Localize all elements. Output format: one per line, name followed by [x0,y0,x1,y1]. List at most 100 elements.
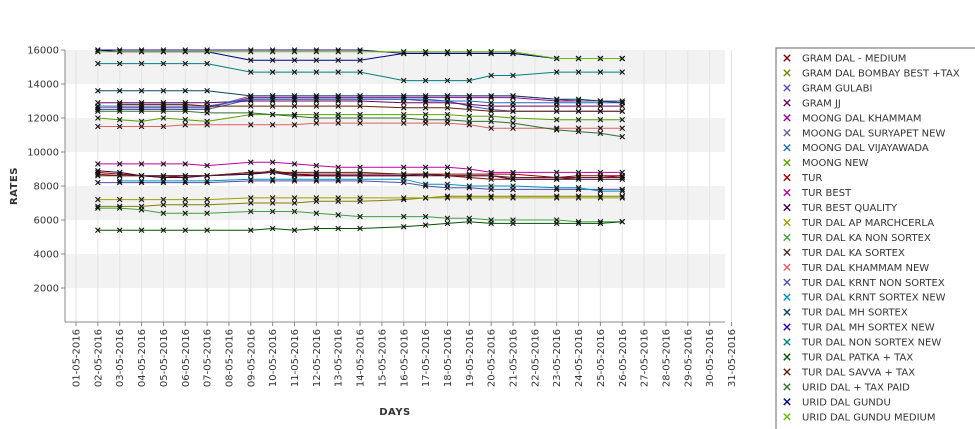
data-point-marker [357,169,363,176]
legend-label: TUR DAL NON SORTEX NEW [801,338,941,349]
legend-item: TUR DAL AP MARCHCERLA [783,218,934,229]
data-point-marker [313,210,320,216]
x-tick-label: 20-05-2016 [487,329,498,387]
legend-label: GRAM DAL BOMBAY BEST +TAX [802,68,960,79]
x-tick-label: 05-05-2016 [159,329,170,387]
data-point-marker [357,176,363,182]
data-point-marker [248,48,254,55]
legend-marker [783,144,791,152]
x-tick-label: 23-05-2016 [552,329,563,387]
data-point-marker [619,108,626,114]
data-point-marker [619,218,626,225]
data-point-marker [95,123,101,130]
data-point-marker [138,207,145,213]
data-point-marker [95,108,101,114]
data-point-marker [269,93,276,99]
data-point-marker [357,103,363,109]
data-point-marker [160,210,167,216]
legend-item: GRAM DAL BOMBAY BEST +TAX [783,68,960,79]
y-axis: 2000 4000 6000 8000 10000 12000 14000 16000 [27,46,66,322]
legend-marker [783,248,791,257]
data-point-marker [269,48,276,55]
data-point-marker [291,57,298,63]
data-point-marker [575,69,582,75]
x-tick-label: 31-05-2016 [727,329,738,387]
data-point-marker [269,69,276,75]
data-point-marker [269,103,276,109]
data-point-marker [597,195,604,201]
legend-label: MOONG DAL SURYAPET NEW [802,128,945,139]
data-point-marker [619,195,626,201]
data-point-marker [400,176,407,182]
data-point-marker [488,195,494,201]
data-point-marker [335,164,341,171]
data-point-marker [160,101,167,108]
x-tick-label: 13-05-2016 [334,329,345,387]
series-line [95,159,626,176]
data-point-marker [400,171,407,177]
data-point-marker [313,162,320,169]
legend-item: GRAM JJ [783,98,841,109]
legend-label: TUR DAL SAVVA + TAX [801,367,915,378]
data-point-marker [510,108,516,114]
data-point-marker [313,169,320,176]
data-point-marker [466,218,473,225]
data-point-marker [597,69,604,75]
data-point-marker [466,118,473,125]
legend-item: TUR DAL SAVVA + TAX [783,367,915,378]
data-point-marker [95,88,101,94]
data-point-marker [400,93,407,99]
data-point-marker [248,195,254,201]
data-point-marker [291,169,298,176]
legend-box [775,47,975,429]
data-point-marker [160,60,167,67]
data-point-marker [422,164,429,171]
series-path [97,161,623,173]
data-point-marker [269,195,276,201]
data-point-marker [291,93,298,99]
data-point-marker [116,227,123,233]
data-point-marker [575,195,582,201]
data-point-marker [357,213,363,220]
data-point-marker [160,201,167,208]
series-path [97,207,623,223]
data-point-marker [204,227,210,233]
data-point-marker [400,224,407,230]
data-point-marker [575,108,582,114]
legend-label: TUR DAL MH SORTEX NEW [801,323,935,334]
data-point-marker [575,128,582,135]
data-point-marker [138,178,145,184]
legend-label: TUR DAL KHAMMAM NEW [801,263,929,274]
legend-label: MOONG NEW [802,158,869,169]
data-point-marker [466,93,473,99]
data-point-marker [619,55,626,62]
x-tick-label: 16-05-2016 [399,329,410,387]
data-point-marker [160,123,167,130]
x-tick-label: 11-05-2016 [290,329,301,387]
data-point-marker [400,195,407,201]
data-point-marker [444,116,451,123]
data-point-marker [597,174,604,181]
data-point-marker [553,195,560,201]
data-point-marker [138,60,145,67]
data-point-marker [160,161,167,167]
data-point-marker [116,161,123,167]
data-point-marker [510,93,516,99]
y-tick-label: 12000 [27,114,59,125]
data-point-marker [619,69,626,75]
series-path [97,195,623,207]
legend-item: TUR BEST [783,188,852,199]
plot-band [65,186,725,220]
data-point-marker [138,118,145,125]
data-point-marker [182,201,189,208]
series-path [97,100,623,107]
series-line [95,120,626,131]
data-point-marker [182,173,189,179]
data-point-marker [466,183,473,189]
data-point-marker [575,169,582,176]
legend-label: TUR DAL KRNT SORTEX NEW [801,293,946,304]
data-point-marker [488,220,494,227]
data-point-marker [248,122,254,128]
data-point-marker [553,220,560,227]
